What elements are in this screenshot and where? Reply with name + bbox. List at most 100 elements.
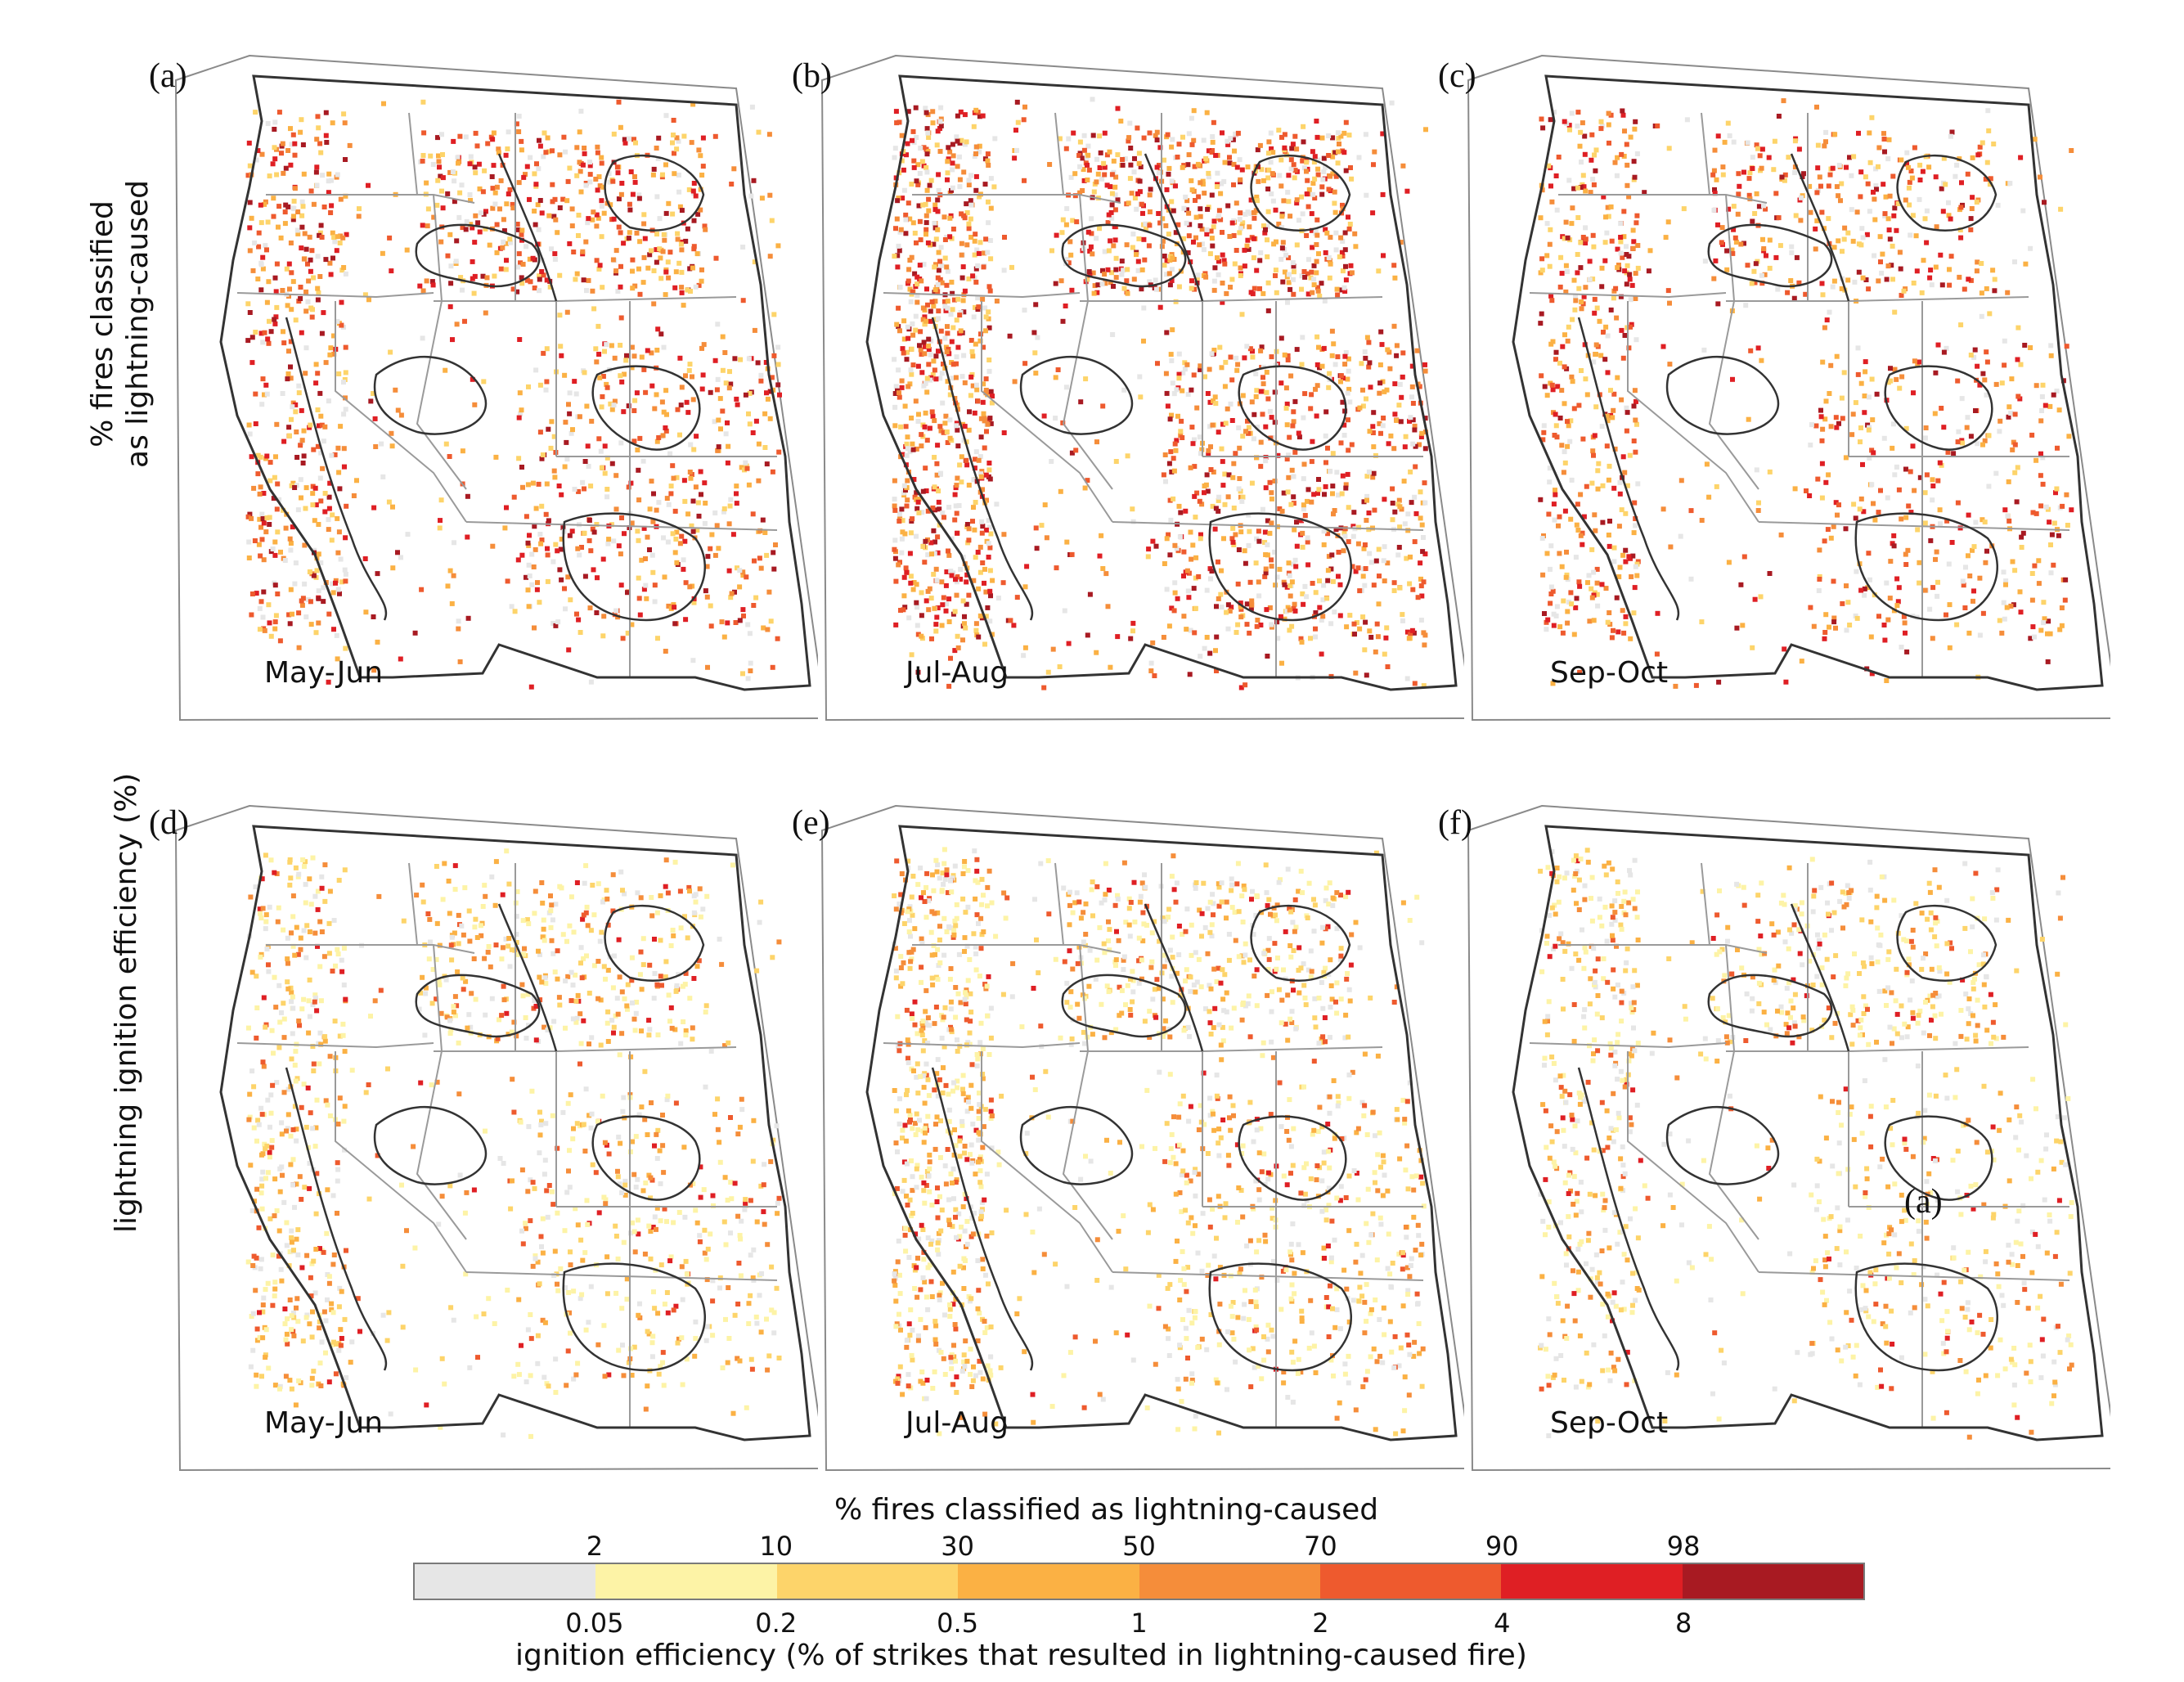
ecoregion-boundary — [1019, 1106, 1134, 1185]
ecoregion-boundary — [931, 1067, 1034, 1371]
state-boundary — [1758, 1271, 2070, 1281]
state-boundary — [1202, 1046, 1383, 1052]
ecoregion-boundary — [1790, 153, 1850, 302]
map-frame — [820, 54, 1464, 722]
panel-letter-f: (f) — [1438, 804, 1472, 842]
map-frame — [1467, 54, 2110, 722]
fire-density-dots — [245, 99, 782, 690]
panel-letter-d: (d) — [149, 804, 189, 842]
map-panel-c — [1464, 31, 2110, 735]
colorbar-top-tick: 90 — [1485, 1531, 1519, 1562]
state-boundary — [1848, 1046, 2029, 1052]
state-boundary — [1627, 301, 1759, 523]
colorbar-swatch — [1682, 1564, 1863, 1599]
panel-letter-e: (e) — [792, 804, 830, 842]
ecoregion-boundary — [373, 1106, 488, 1185]
map-frame — [174, 804, 818, 1472]
western-us-map — [820, 54, 1464, 722]
stray-panel-label: (a) — [1904, 1183, 1943, 1221]
panel-letter-b: (b) — [792, 57, 832, 95]
state-boundary — [1529, 1042, 1727, 1049]
ecoregion-boundary — [497, 153, 558, 302]
western-us-map — [820, 804, 1464, 1472]
ecoregion-boundary — [1238, 365, 1347, 451]
ecoregion-boundary — [562, 512, 706, 622]
western-us-map — [1467, 54, 2110, 722]
ecoregion-boundary — [1250, 155, 1351, 232]
ecoregion-boundary — [1854, 512, 1998, 622]
coastline — [1512, 825, 2104, 1441]
colorbar-swatch — [958, 1564, 1139, 1599]
ecoregion-boundary — [1707, 974, 1833, 1038]
colorbar-bottom-tick: 2 — [1312, 1608, 1329, 1639]
state-boundary — [883, 1042, 1081, 1049]
state-boundary — [465, 1271, 778, 1281]
colorbar-top-tick: 2 — [586, 1531, 604, 1562]
season-label-a: May-Jun — [264, 656, 384, 690]
ecoregion-boundary — [604, 155, 705, 232]
colorbar-top-tick: 70 — [1304, 1531, 1337, 1562]
map-frame — [820, 804, 1464, 1472]
state-boundary — [1112, 521, 1424, 531]
colorbar-swatch — [1501, 1564, 1683, 1599]
ecoregion-boundary — [1238, 1115, 1347, 1201]
ecoregion-boundary — [497, 903, 558, 1052]
ecoregion-boundary — [285, 317, 388, 621]
ecoregion-boundary — [1884, 1115, 1993, 1201]
ecoregion-boundary — [1144, 153, 1204, 302]
state-boundary — [1054, 862, 1064, 946]
western-us-map — [1467, 804, 2110, 1472]
ecoregion-boundary — [415, 223, 541, 288]
colorbar-swatch — [415, 1564, 596, 1599]
state-boundary — [1701, 862, 1710, 946]
colorbar-bottom-tick: 4 — [1494, 1608, 1511, 1639]
colorbar-swatch — [1319, 1564, 1502, 1599]
ecoregion-boundary — [1208, 1262, 1352, 1372]
legend-bottom-title: ignition efficiency (% of strikes that r… — [515, 1639, 1527, 1672]
colorbar-top-tick: 30 — [941, 1531, 974, 1562]
colorbar-bottom-tick: 1 — [1130, 1608, 1148, 1639]
state-boundary — [555, 296, 737, 302]
ecoregion-boundary — [562, 1262, 706, 1372]
ecoregion-boundary — [1019, 356, 1134, 435]
bottom-row-label: lightning ignition efficiency (%) — [110, 772, 143, 1233]
legend-top-title: % fires classified as lightning-caused — [834, 1493, 1379, 1527]
state-boundary — [1758, 521, 2070, 531]
ecoregion-boundary — [591, 1115, 701, 1201]
state-boundary — [1627, 1051, 1759, 1273]
ecoregion-boundary — [285, 1067, 388, 1371]
colorbar-bottom-tick: 8 — [1674, 1608, 1692, 1639]
western-us-map — [174, 54, 818, 722]
colorbar-swatch — [1139, 1564, 1320, 1599]
top-row-label: % fires classified as lightning-caused — [85, 152, 160, 496]
state-boundary — [1708, 944, 1759, 1240]
state-boundary — [981, 301, 1113, 523]
colorbar-swatch — [776, 1564, 959, 1599]
ecoregion-boundary — [604, 905, 705, 982]
colorbar-bottom-tick: 0.2 — [755, 1608, 798, 1639]
coastline — [219, 825, 811, 1441]
ecoregion-boundary — [931, 317, 1034, 621]
map-panel-f — [1464, 781, 2110, 1485]
ecoregion-boundary — [591, 365, 701, 451]
western-us-map — [174, 804, 818, 1472]
ecoregion-boundary — [1884, 365, 1993, 451]
panel-letter-c: (c) — [1438, 57, 1476, 95]
state-boundary — [335, 301, 467, 523]
ecoregion-boundary — [1707, 223, 1833, 288]
state-boundary — [408, 862, 418, 946]
state-boundary — [465, 521, 778, 531]
colorbar-legend: % fires classified as lightning-caused i… — [0, 1481, 2184, 1682]
state-boundary — [1054, 112, 1064, 196]
state-boundary — [1202, 296, 1383, 302]
ecoregion-boundary — [1061, 223, 1187, 288]
top-row-label-line2: as lightning-caused — [121, 180, 155, 468]
coastline — [219, 74, 811, 691]
state-boundary — [555, 1046, 737, 1052]
state-boundary — [1848, 296, 2029, 302]
ecoregion-boundary — [1144, 903, 1204, 1052]
colorbar-bottom-tick: 0.5 — [937, 1608, 979, 1639]
ecoregion-boundary — [1208, 512, 1352, 622]
state-boundary — [335, 1051, 467, 1273]
